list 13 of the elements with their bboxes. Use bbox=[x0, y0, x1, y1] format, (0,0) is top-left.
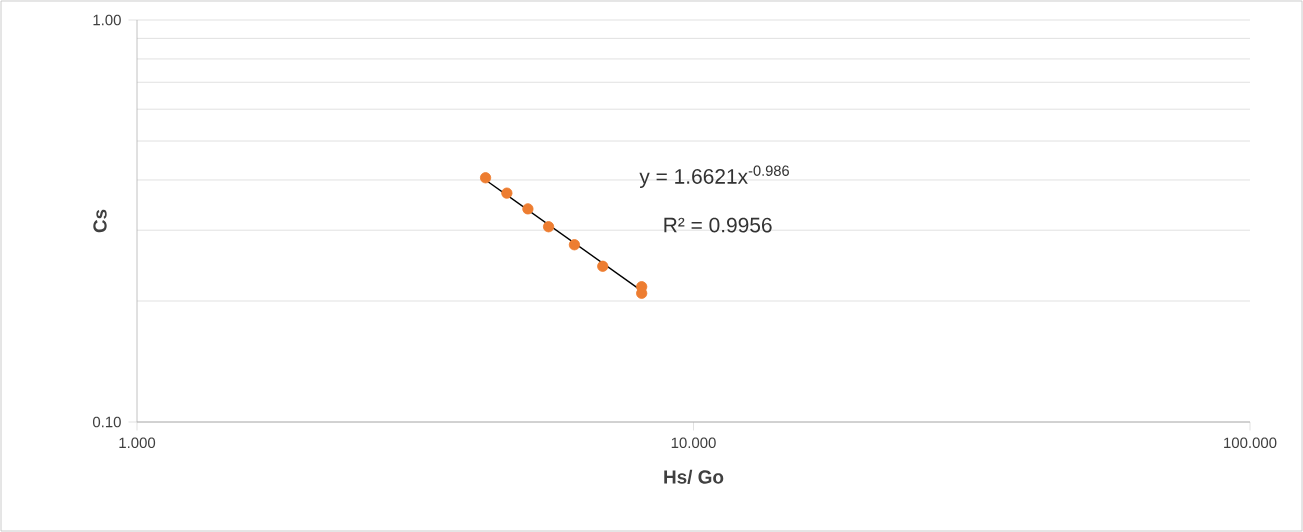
x-tick-label: 1.000 bbox=[119, 437, 156, 449]
annotation: R² = 0.9956 bbox=[664, 217, 772, 233]
annotation: y = 1.6621x$^{-0.986}$ bbox=[639, 165, 789, 189]
y-tick-label: 0.10 bbox=[92, 416, 121, 428]
point bbox=[479, 172, 492, 184]
x-axis-title: Hs/ Go bbox=[664, 469, 724, 484]
point bbox=[522, 203, 534, 215]
x-tick-label: 10.000 bbox=[671, 437, 716, 449]
point bbox=[568, 239, 581, 251]
point bbox=[501, 187, 513, 199]
y-tick-label: 1.00 bbox=[93, 14, 121, 26]
y-axis-title: Cs bbox=[93, 209, 107, 233]
x-tick-label: 100.000 bbox=[1224, 437, 1277, 449]
